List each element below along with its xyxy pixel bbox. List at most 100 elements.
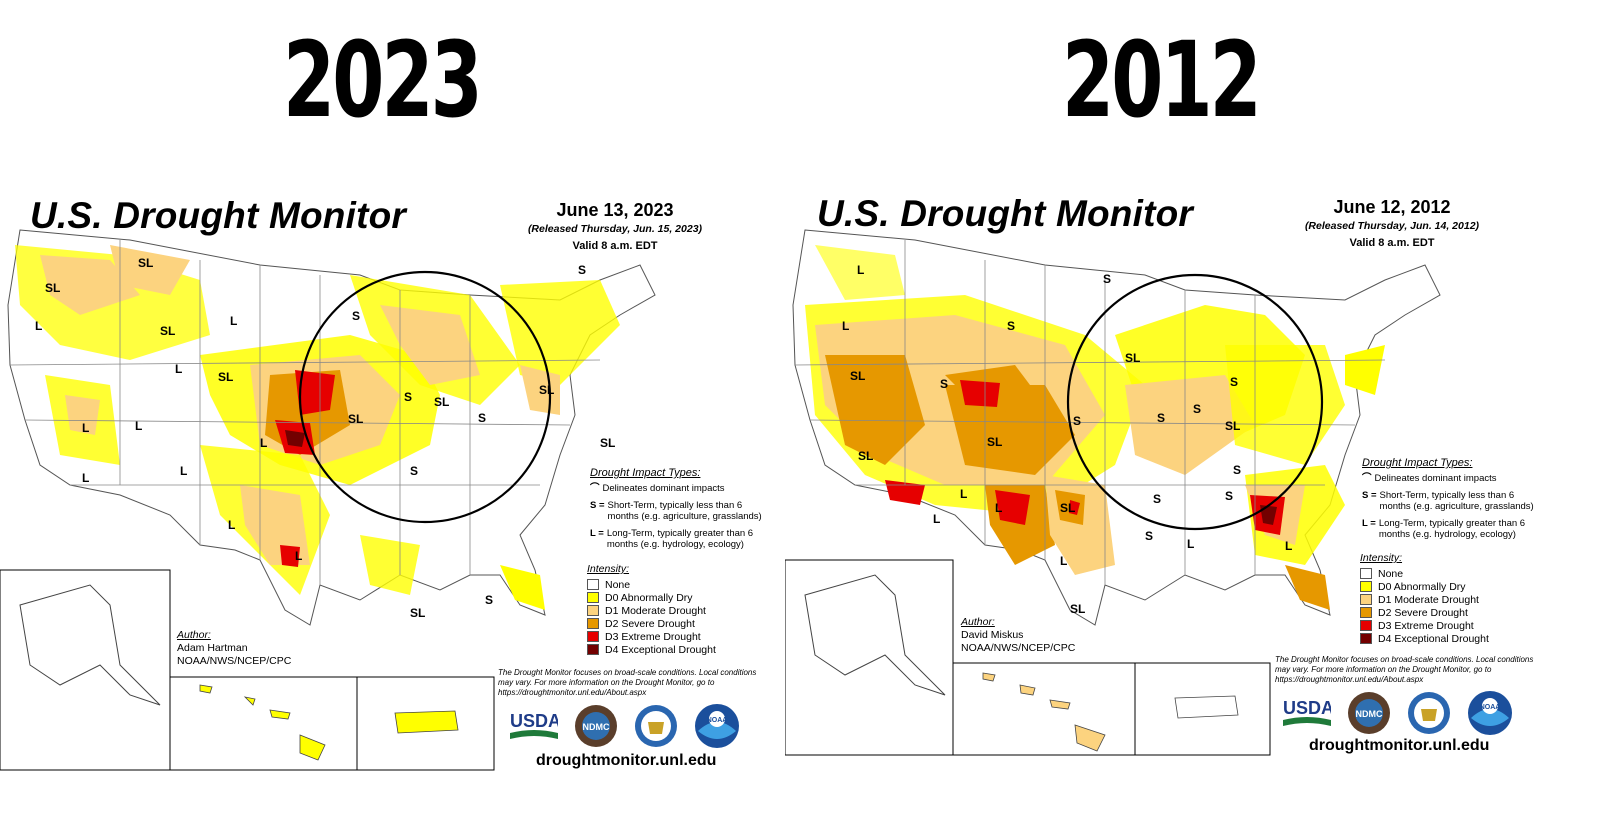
impact-type-row: S = Short-Term, typically less than 6 mon… [1362, 490, 1534, 512]
map-label: L [1285, 539, 1292, 553]
author-block: Author: Adam Hartman NOAA/NWS/NCEP/CPC [177, 629, 291, 668]
intensity-legend: Intensity: None D0 Abnormally Dry D1 Mod… [1360, 552, 1489, 645]
author-block: Author: David Miskus NOAA/NWS/NCEP/CPC [961, 616, 1075, 655]
intensity-item: D1 Moderate Drought [1360, 593, 1489, 606]
year-heading-2023: 2023 [283, 19, 483, 141]
svg-text:NDMC: NDMC [583, 722, 610, 732]
map-label: L [135, 419, 142, 433]
date-block: June 12, 2012 (Released Thursday, Jun. 1… [1272, 197, 1512, 249]
dominant-impact-line-icon: ⌒ [1362, 473, 1372, 484]
intensity-item: D4 Exceptional Drought [587, 643, 716, 656]
map-label: S [1230, 375, 1238, 389]
doc-seal-icon [635, 705, 677, 747]
map-date: June 13, 2023 [556, 200, 674, 220]
intensity-item: None [1360, 567, 1489, 580]
intensity-item: D3 Extreme Drought [1360, 619, 1489, 632]
noaa-logo-icon: NOAA [1468, 691, 1512, 735]
map-label: L [82, 471, 89, 485]
date-block: June 13, 2023 (Released Thursday, Jun. 1… [495, 200, 735, 252]
map-label: S [478, 411, 486, 425]
intensity-item: D2 Severe Drought [1360, 606, 1489, 619]
alaska-outline [19, 584, 161, 706]
impact-type-row: ⌒ Delineates dominant impacts [590, 483, 725, 494]
author-heading: Author: [961, 616, 995, 628]
map-label: S [578, 263, 586, 277]
ndmc-logo-icon: NDMC [1348, 692, 1390, 734]
intensity-item: D2 Severe Drought [587, 617, 716, 630]
intensity-item: D1 Moderate Drought [587, 604, 716, 617]
hawaii-islands [982, 672, 1106, 752]
map-label: S [352, 309, 360, 323]
map-label: S [940, 377, 948, 391]
valid-time: Valid 8 a.m. EDT [572, 240, 658, 252]
svg-text:NDMC: NDMC [1356, 709, 1383, 719]
map-label: L [295, 549, 302, 563]
drought-areas-2012 [805, 245, 1385, 610]
map-label: S [485, 593, 493, 607]
map-label: L [35, 319, 42, 333]
map-label: S [1157, 411, 1165, 425]
impact-types-heading: Drought Impact Types: [1362, 457, 1473, 469]
map-label: SL [600, 436, 615, 450]
impact-types-legend: Drought Impact Types: ⌒ Delineates domina… [590, 468, 770, 556]
map-title: U.S. Drought Monitor [30, 195, 406, 236]
website-url[interactable]: droughtmonitor.unl.edu [536, 752, 717, 769]
agency-logos: USDA NDMC NOAA [1283, 690, 1513, 736]
map-label: S [1103, 272, 1111, 286]
map-label: SL [410, 606, 425, 620]
map-label: SL [138, 256, 153, 270]
map-label: S [1145, 529, 1153, 543]
dominant-impact-line-icon: ⌒ [590, 483, 600, 494]
valid-time: Valid 8 a.m. EDT [1349, 237, 1435, 249]
map-label: L [230, 314, 237, 328]
state-lines-2012 [794, 240, 1386, 585]
svg-text:USDA: USDA [510, 711, 558, 731]
hawaii-inset [169, 676, 358, 771]
map-label: SL [1225, 419, 1240, 433]
impact-type-row: L = Long-Term, typically greater than 6 m… [590, 528, 754, 550]
doc-seal-icon [1408, 692, 1450, 734]
map-label: L [995, 501, 1002, 515]
intensity-item: None [587, 578, 716, 591]
map-label: SL [218, 370, 233, 384]
puerto-rico-outline [1174, 695, 1239, 719]
svg-text:NOAA: NOAA [1480, 704, 1501, 711]
author-heading: Author: [177, 629, 211, 641]
map-label: S [1193, 402, 1201, 416]
release-date: (Released Thursday, Jun. 15, 2023) [527, 223, 703, 235]
us-map-2012: L L SL S S S SL L SL S S L SL L SL S S S… [785, 229, 1441, 756]
noaa-logo-icon: NOAA [695, 704, 739, 748]
map-label: L [260, 436, 267, 450]
state-lines-2023 [9, 240, 601, 585]
highlight-circle [1066, 273, 1324, 531]
map-label: L [175, 362, 182, 376]
impact-type-row: ⌒ Delineates dominant impacts [1362, 473, 1497, 484]
map-label: SL [850, 369, 865, 383]
map-label: SL [348, 412, 363, 426]
drought-map-panel-2012: L L SL S S S SL L SL S S L SL L SL S S S… [785, 185, 1565, 795]
svg-text:USDA: USDA [1283, 698, 1331, 718]
map-label: S [1153, 492, 1161, 506]
release-date: (Released Thursday, Jun. 14, 2012) [1304, 220, 1480, 232]
map-label: SL [1060, 501, 1075, 515]
map-label: S [410, 464, 418, 478]
map-label: L [1060, 554, 1067, 568]
disclaimer-note: The Drought Monitor focuses on broad-sca… [498, 668, 757, 697]
intensity-item: D0 Abnormally Dry [1360, 580, 1489, 593]
hawaii-inset [952, 662, 1136, 756]
map-date: June 12, 2012 [1333, 197, 1451, 217]
ndmc-logo-icon: NDMC [575, 705, 617, 747]
impact-labels-2012: L L SL S S S SL L SL S S L SL L SL S S S… [842, 263, 1292, 735]
drought-map-panel-2023: SL SL L SL L L SL L L S SL L S S SL S L … [0, 185, 780, 795]
map-label: L [82, 421, 89, 435]
map-label: SL [160, 324, 175, 338]
intensity-item: D3 Extreme Drought [587, 630, 716, 643]
map-label: SL [45, 281, 60, 295]
author-org: NOAA/NWS/NCEP/CPC [961, 642, 1076, 654]
website-url[interactable]: droughtmonitor.unl.edu [1309, 737, 1490, 754]
us-map-2023: SL SL L SL L L SL L L S SL L S S SL S L … [0, 229, 656, 771]
map-label: S [1073, 414, 1081, 428]
map-label: SL [539, 383, 554, 397]
map-label: L [180, 464, 187, 478]
usda-logo-icon: USDA [1283, 698, 1331, 726]
